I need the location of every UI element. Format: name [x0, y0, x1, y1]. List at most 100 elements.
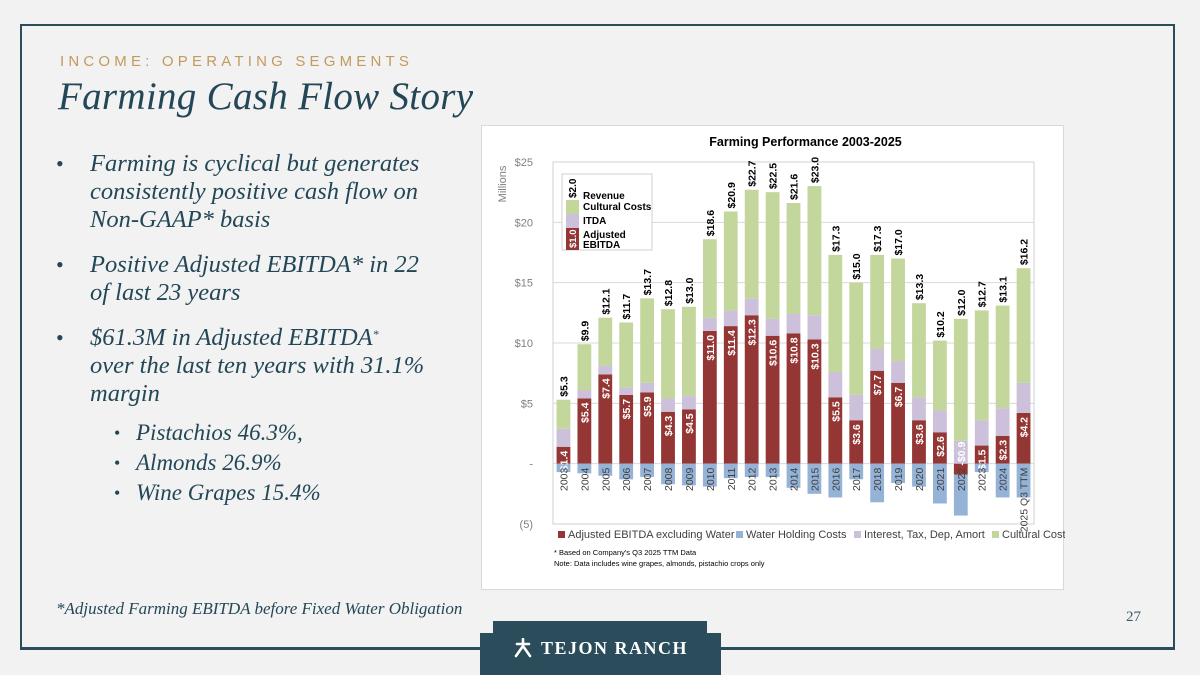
ebitda-data-label: -$0.9 — [956, 442, 968, 466]
bar-water — [995, 463, 1010, 498]
revenue-data-label: $13.7 — [642, 269, 654, 295]
revenue-data-label: $9.9 — [579, 321, 591, 342]
inset-legend-swatch-ebitda — [566, 228, 579, 250]
revenue-data-label: $16.2 — [1019, 239, 1031, 265]
bar-ebitda — [953, 463, 968, 475]
bar-cultural — [891, 258, 905, 362]
ebitda-data-label: $4.5 — [684, 413, 696, 434]
company-logo: TEJON RANCH — [480, 633, 721, 675]
bar-itda — [849, 394, 864, 421]
bar-ebitda — [849, 420, 864, 464]
y-tick-label: - — [529, 459, 533, 471]
x-tick-label: 2009 — [684, 468, 696, 492]
revenue-data-label: $17.3 — [830, 225, 842, 251]
ebitda-data-label: $3.6 — [851, 424, 863, 445]
bar-water — [807, 463, 822, 494]
x-tick-label: 2013 — [768, 468, 780, 492]
revenue-data-label: $13.1 — [998, 276, 1010, 302]
ebitda-data-label: $5.7 — [621, 399, 633, 420]
bar-cultural — [870, 254, 885, 350]
revenue-data-label: $10.2 — [935, 311, 947, 337]
bar-itda — [932, 410, 947, 433]
logo-text: TEJON RANCH — [540, 637, 688, 658]
bar-water — [786, 463, 801, 488]
bar-cultural — [849, 282, 864, 395]
sub-bullet-list: Pistachios 46.3%, Almonds 26.9% Wine Gra… — [90, 418, 428, 508]
legend-label: Adjusted EBITDA excluding Water — [568, 529, 735, 541]
bar-itda — [619, 387, 634, 395]
tejon-ranch-mark-icon — [514, 638, 532, 658]
legend-label: Water Holding Costs — [746, 529, 847, 541]
bar-water — [932, 463, 947, 504]
bar-water — [870, 463, 885, 503]
inset-legend-entry: Revenue — [583, 191, 625, 202]
bar-ebitda — [661, 411, 675, 464]
bar-water — [912, 463, 926, 487]
inset-legend-swatch-cultural — [566, 200, 579, 214]
bar-cultural — [702, 239, 717, 318]
bar-itda — [891, 361, 905, 383]
revenue-data-label: $20.9 — [726, 182, 738, 208]
bar-cultural — [765, 192, 780, 319]
slide-title: Farming Cash Flow Story — [58, 75, 474, 118]
y-axis-label: Millions — [497, 165, 509, 202]
x-tick-label: 2010 — [705, 468, 717, 492]
x-tick-label: 2023 — [977, 468, 989, 492]
inset-legend-bar-label: $1.0 — [568, 230, 579, 249]
revenue-data-label: $17.0 — [893, 229, 905, 255]
revenue-data-label: $12.1 — [600, 288, 612, 314]
ebitda-data-label: $5.5 — [830, 401, 842, 422]
bullet-item: Positive Adjusted EBITDA* in 22 of last … — [48, 251, 428, 307]
bar-itda — [556, 428, 571, 447]
revenue-data-label: $13.3 — [914, 274, 926, 300]
ebitda-data-label: $3.6 — [914, 424, 926, 445]
bar-ebitda — [702, 330, 717, 464]
bar-ebitda — [723, 326, 738, 464]
legend-swatch — [558, 531, 565, 538]
bar-cultural — [974, 310, 989, 421]
bar-cultural — [828, 254, 843, 372]
bar-cultural — [682, 306, 696, 397]
ebitda-data-label: $12.3 — [747, 319, 759, 345]
ebitda-data-label: $2.3 — [998, 440, 1010, 461]
bar-itda — [870, 349, 885, 371]
bullet-text-continued: over the last ten years with 31.1% margi… — [90, 352, 425, 407]
chart-note: * Based on Company's Q3 2025 TTM Data — [554, 548, 697, 557]
revenue-data-label: $13.0 — [684, 277, 696, 303]
bar-itda — [744, 298, 759, 316]
y-tick-label: $25 — [515, 157, 533, 169]
ebitda-data-label: $10.3 — [809, 343, 821, 369]
bar-ebitda — [828, 397, 843, 464]
bar-itda — [640, 382, 655, 393]
bar-cultural — [995, 305, 1010, 409]
bar-itda — [974, 420, 989, 446]
ebitda-data-label: $5.4 — [579, 402, 591, 423]
bar-water — [744, 463, 759, 477]
bar-cultural — [577, 344, 592, 391]
bullet-list: Farming is cyclical but generates consis… — [48, 150, 428, 525]
chart-note: Note: Data includes wine grapes, almonds… — [554, 559, 765, 568]
bullet-item: $61.3M in Adjusted EBITDA* over the last… — [48, 324, 428, 508]
y-tick-label: $15 — [515, 278, 533, 290]
sub-bullet-item: Wine Grapes 15.4% — [90, 478, 428, 508]
revenue-data-label: $12.7 — [977, 281, 989, 307]
bar-itda — [723, 310, 738, 327]
revenue-data-label: $11.7 — [621, 294, 633, 320]
x-tick-label: 2006 — [621, 468, 633, 492]
chart-title: Farming Performance 2003-2025 — [709, 135, 902, 149]
y-tick-label: $20 — [515, 217, 533, 229]
ebitda-data-label: $10.8 — [789, 337, 801, 363]
bar-cultural — [807, 186, 822, 316]
bar-ebitda — [640, 392, 655, 464]
bar-water — [556, 463, 571, 473]
sub-bullet-item: Almonds 26.9% — [90, 448, 428, 478]
bar-cultural — [932, 340, 947, 411]
revenue-data-label: $15.0 — [851, 253, 863, 279]
bullet-text: Positive Adjusted EBITDA* in 22 of last … — [90, 251, 419, 306]
bar-ebitda — [1016, 412, 1031, 464]
bar-itda — [828, 371, 843, 398]
bar-ebitda — [598, 374, 613, 464]
revenue-data-label: $12.8 — [663, 280, 675, 306]
bar-cultural — [723, 211, 738, 311]
section-kicker: INCOME: OPERATING SEGMENTS — [60, 53, 414, 70]
